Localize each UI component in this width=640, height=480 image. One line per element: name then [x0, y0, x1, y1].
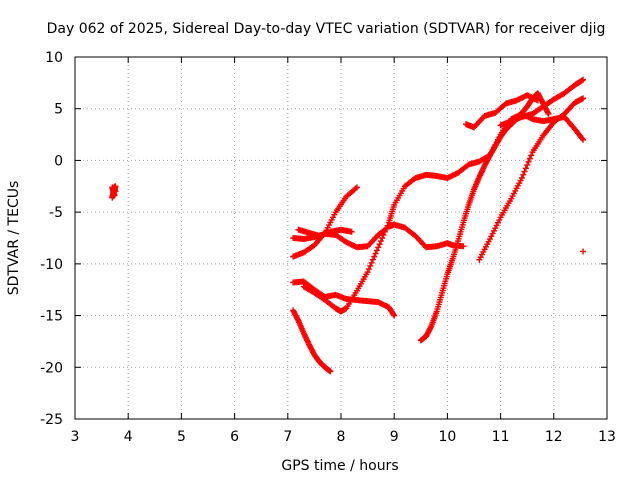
x-tick-label: 12 [545, 429, 563, 445]
series-5 [290, 184, 360, 260]
x-tick-label: 7 [283, 429, 292, 445]
y-tick-label: -10 [40, 257, 63, 273]
data-point [373, 247, 380, 254]
data-point [376, 241, 383, 248]
y-tick-label: 5 [54, 102, 63, 118]
x-tick-label: 13 [598, 429, 616, 445]
data-point [371, 253, 378, 260]
data-point [348, 228, 355, 235]
data-point [372, 250, 379, 257]
data-point [518, 175, 525, 182]
x-tick-label: 3 [71, 429, 80, 445]
data-point [580, 76, 587, 83]
x-tick-label: 8 [337, 429, 346, 445]
y-tick-label: -25 [40, 412, 63, 428]
x-tick-label: 9 [390, 429, 399, 445]
plot-border [74, 56, 608, 420]
data-point [365, 266, 372, 273]
y-tick-label: 10 [45, 50, 63, 66]
x-axis-ticks: 3 4 5 6 7 8 9 10 11 12 13 [71, 57, 616, 445]
data-point [460, 243, 467, 250]
x-tick-label: 5 [177, 429, 186, 445]
data-point [111, 186, 118, 193]
x-tick-label: 6 [230, 429, 239, 445]
x-axis-label: GPS time / hours [281, 458, 398, 474]
data-point [521, 168, 528, 175]
chart-title: Day 062 of 2025, Sidereal Day-to-day VTE… [47, 21, 606, 37]
series-9 [417, 90, 552, 344]
y-tick-label: 0 [54, 153, 63, 169]
y-tick-label: -15 [40, 309, 63, 325]
data-point [579, 135, 586, 142]
data-point [377, 238, 384, 245]
x-tick-label: 4 [124, 429, 133, 445]
data-point [534, 97, 541, 104]
series-10 [476, 95, 587, 263]
data-point [327, 368, 334, 375]
data-point [379, 235, 386, 241]
data-point [353, 184, 360, 191]
series-13 [580, 248, 587, 255]
data-point [380, 231, 387, 238]
series-11 [463, 92, 541, 131]
data-point [526, 155, 533, 162]
data-point [522, 165, 529, 172]
x-tick-label: 11 [492, 429, 510, 445]
series-8 [338, 110, 587, 315]
data-point [524, 162, 531, 169]
series-1 [109, 183, 119, 201]
data-point [368, 259, 375, 266]
series-6 [295, 226, 355, 239]
y-tick-label: -5 [49, 205, 63, 221]
data-point [520, 171, 527, 178]
data-point [525, 158, 532, 165]
data-point [375, 244, 382, 251]
y-axis-ticks: 10 5 0 -5 -10 -15 -20 -25 [40, 50, 607, 428]
data-points [109, 76, 587, 375]
data-point [369, 256, 376, 263]
data-point [580, 136, 587, 143]
data-point [381, 228, 388, 235]
data-point [384, 222, 391, 229]
data-point [580, 248, 587, 255]
y-tick-label: -20 [40, 360, 63, 376]
series-3 [290, 307, 334, 375]
data-point [580, 95, 587, 102]
series-7 [300, 283, 344, 315]
y-axis-label: SDTVAR / TECUs [6, 181, 22, 296]
data-point [383, 225, 390, 232]
data-point [545, 110, 552, 117]
x-tick-label: 10 [438, 429, 456, 445]
data-point [528, 152, 535, 159]
data-point [364, 269, 371, 276]
data-point [391, 312, 398, 319]
series-12 [497, 76, 587, 129]
data-point [367, 262, 374, 269]
